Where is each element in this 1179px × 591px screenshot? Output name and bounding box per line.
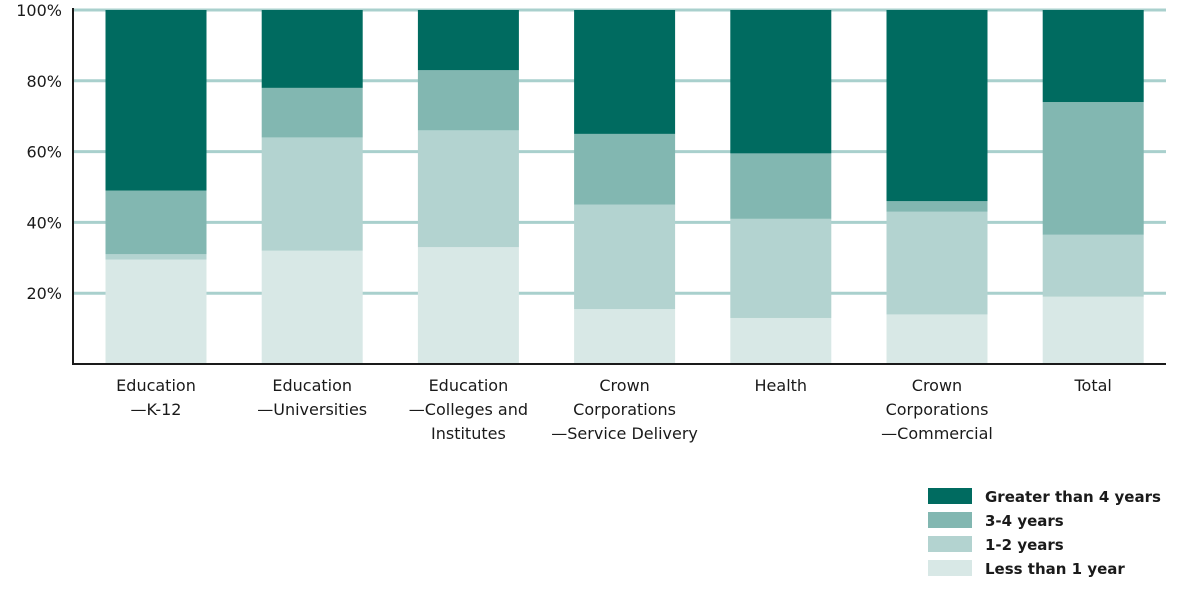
y-tick-label-100: 100% <box>16 1 62 20</box>
bar-segment-5-greater-than-4-years <box>730 10 832 154</box>
category-label-4: Crown Corporations —Service Delivery <box>551 376 698 443</box>
bar-segment-6-less-than-1-year <box>886 314 988 364</box>
legend-swatch <box>928 536 972 552</box>
legend-item-3-4-years: 3-4 years <box>928 512 1064 530</box>
legend-item-less-than-1-year: Less than 1 year <box>928 560 1125 578</box>
legend-label: Greater than 4 years <box>985 488 1161 506</box>
bar-segment-3-3-4-years <box>417 70 519 131</box>
legend-swatch <box>928 488 972 504</box>
bar-segment-2-less-than-1-year <box>261 250 363 364</box>
bar-segment-3-1-2-years <box>417 130 519 248</box>
category-label-3: Education —Colleges and Institutes <box>409 376 528 443</box>
bars <box>105 10 1144 364</box>
bar-segment-1-1-2-years <box>105 254 207 260</box>
bar-segment-6-3-4-years <box>886 201 988 212</box>
bar-segment-7-1-2-years <box>1042 234 1144 297</box>
y-tick-label-60: 60% <box>26 143 62 162</box>
legend-label: 3-4 years <box>985 512 1064 530</box>
legend: Greater than 4 years 3-4 years 1-2 years Le… <box>928 488 1161 578</box>
bar-segment-3-less-than-1-year <box>417 247 519 364</box>
bar-segment-2-greater-than-4-years <box>261 10 363 88</box>
bar-segment-7-less-than-1-year <box>1042 296 1144 364</box>
category-label-2: Education —Universities <box>257 376 367 419</box>
bar-segment-4-1-2-years <box>574 204 676 310</box>
bar-segment-2-3-4-years <box>261 87 363 138</box>
legend-label: Less than 1 year <box>985 560 1125 578</box>
category-label-6: Crown Corporations —Commercial <box>881 376 993 443</box>
y-tick-label-20: 20% <box>26 284 62 303</box>
legend-item-1-2-years: 1-2 years <box>928 536 1064 554</box>
bar-segment-6-1-2-years <box>886 211 988 315</box>
legend-item-greater-than-4-years: Greater than 4 years <box>928 488 1161 506</box>
category-label-7: Total <box>1074 376 1112 395</box>
bar-segment-4-3-4-years <box>574 133 676 205</box>
y-tick-label-80: 80% <box>26 72 62 91</box>
bar-segment-1-3-4-years <box>105 190 207 255</box>
bar-segment-4-less-than-1-year <box>574 309 676 364</box>
bar-segment-1-greater-than-4-years <box>105 10 207 191</box>
bar-segment-3-greater-than-4-years <box>417 10 519 71</box>
y-tick-labels: 20% 40% 60% 80% 100% <box>16 1 62 303</box>
legend-label: 1-2 years <box>985 536 1064 554</box>
category-label-1: Education —K-12 <box>116 376 196 419</box>
legend-swatch <box>928 512 972 528</box>
legend-swatch <box>928 560 972 576</box>
bar-segment-5-less-than-1-year <box>730 317 832 364</box>
bar-segment-7-greater-than-4-years <box>1042 10 1144 103</box>
bar-segment-4-greater-than-4-years <box>574 10 676 134</box>
bar-segment-6-greater-than-4-years <box>886 10 988 202</box>
bar-segment-2-1-2-years <box>261 137 363 251</box>
category-label-5: Health <box>755 376 808 395</box>
bar-segment-7-3-4-years <box>1042 102 1144 235</box>
bar-segment-1-less-than-1-year <box>105 259 207 364</box>
bar-segment-5-1-2-years <box>730 218 832 318</box>
axes <box>72 8 1166 365</box>
y-tick-label-40: 40% <box>26 213 62 232</box>
category-labels: Education —K-12 Education —Universities Educ… <box>116 376 1112 443</box>
bar-segment-5-3-4-years <box>730 153 832 219</box>
